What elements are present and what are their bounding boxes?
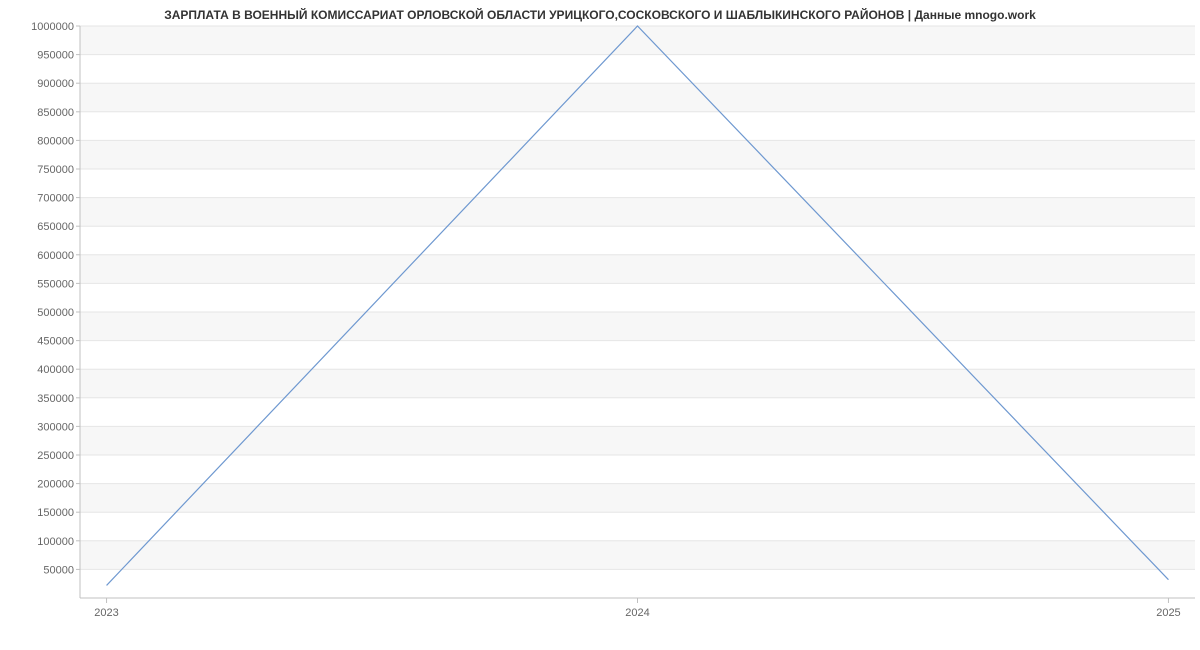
ytick-label: 700000 (37, 193, 74, 205)
xtick-label: 2024 (625, 607, 649, 619)
grid-band (80, 484, 1195, 513)
grid-band (80, 255, 1195, 284)
ytick-label: 50000 (43, 564, 74, 576)
ytick-label: 950000 (37, 50, 74, 62)
grid-band (80, 140, 1195, 169)
ytick-label: 350000 (37, 393, 74, 405)
line-chart: 50000 100000 150000 200000 250000 300000 35000… (0, 22, 1200, 646)
ytick-label: 450000 (37, 336, 74, 348)
xtick-label: 2023 (94, 607, 118, 619)
grid-band (80, 369, 1195, 398)
chart-title: ЗАРПЛАТА В ВОЕННЫЙ КОМИССАРИАТ ОРЛОВСКОЙ… (0, 0, 1200, 22)
grid-band (80, 426, 1195, 455)
ytick-label: 250000 (37, 450, 74, 462)
grid-band (80, 541, 1195, 570)
ytick-label: 100000 (37, 536, 74, 548)
ytick-label: 900000 (37, 78, 74, 90)
ytick-label: 300000 (37, 421, 74, 433)
ytick-label: 550000 (37, 278, 74, 290)
chart-container: 50000 100000 150000 200000 250000 300000 35000… (0, 22, 1200, 646)
ytick-label: 200000 (37, 479, 74, 491)
ytick-label: 1000000 (31, 22, 74, 33)
ytick-label: 400000 (37, 364, 74, 376)
ytick-label: 850000 (37, 107, 74, 119)
grid-band (80, 83, 1195, 112)
ytick-label: 600000 (37, 250, 74, 262)
grid-band (80, 312, 1195, 341)
ytick-label: 500000 (37, 307, 74, 319)
ytick-label: 800000 (37, 135, 74, 147)
ytick-label: 650000 (37, 221, 74, 233)
grid-band (80, 198, 1195, 227)
grid-band (80, 26, 1195, 55)
ytick-label: 150000 (37, 507, 74, 519)
xtick-label: 2025 (1156, 607, 1180, 619)
ytick-label: 750000 (37, 164, 74, 176)
